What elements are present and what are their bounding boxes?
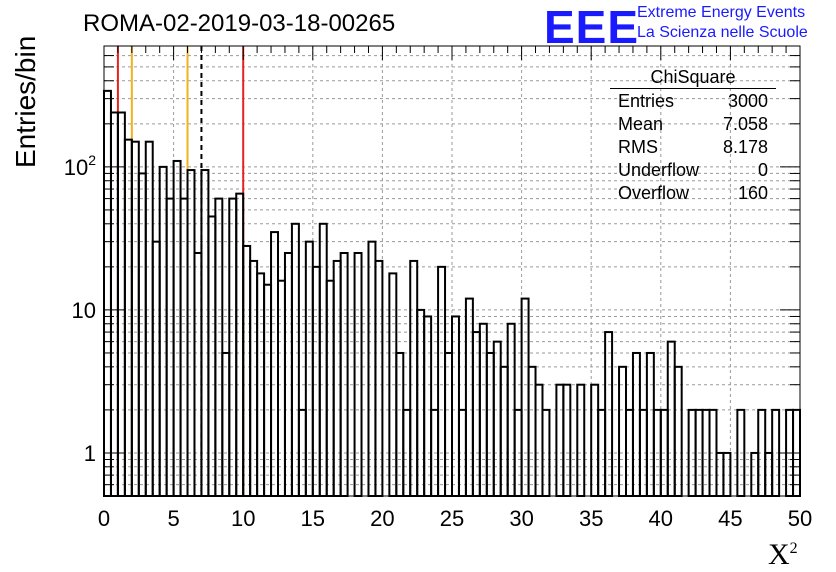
histogram-bar <box>604 331 614 497</box>
x-tick-label: 20 <box>370 506 394 531</box>
x-tick-label: 45 <box>718 506 742 531</box>
histogram-bar <box>304 240 314 497</box>
histogram-bar <box>172 159 182 497</box>
x-tick-label: 0 <box>98 506 110 531</box>
histogram-bar <box>249 259 259 497</box>
stats-row-underflow: Underflow 0 <box>610 159 776 182</box>
stats-row-mean: Mean 7.058 <box>610 113 776 136</box>
histogram-bar <box>242 244 252 497</box>
histogram-bar <box>492 340 502 497</box>
histogram-bar <box>471 331 481 497</box>
histogram-bar <box>165 197 175 497</box>
histogram-bar <box>325 279 335 498</box>
histogram-bar <box>423 315 433 497</box>
x-tick-label: 15 <box>301 506 325 531</box>
histogram-bar <box>109 111 119 497</box>
stats-row-entries: Entries 3000 <box>610 90 776 113</box>
stats-title: ChiSquare <box>610 66 776 89</box>
axes: 0 5 10 15 20 25 30 35 40 45 50 1 10 102 <box>64 45 812 531</box>
stat-label: Mean <box>618 114 664 134</box>
x-axis-label-sup: 2 <box>789 540 798 557</box>
histogram-bar <box>367 240 377 497</box>
histogram-bar <box>151 240 161 497</box>
histogram-bar <box>444 351 454 497</box>
histogram-bar <box>116 111 126 497</box>
logo-line-1: Extreme Energy Events <box>637 4 806 21</box>
stat-label: Entries <box>618 91 675 111</box>
histogram-bar <box>618 365 627 497</box>
histogram-bar <box>200 169 210 497</box>
stat-value: 160 <box>737 183 768 203</box>
histogram-bar <box>451 315 460 497</box>
histogram-bar <box>576 383 586 498</box>
x-tick-label: 5 <box>167 506 179 531</box>
x-tick-label: 30 <box>509 506 533 531</box>
histogram-bar <box>228 197 238 497</box>
stat-value: 3000 <box>727 91 768 111</box>
histogram-bar <box>290 222 300 497</box>
stat-value: 0 <box>757 160 768 180</box>
stat-label: Overflow <box>618 183 690 203</box>
y-axis-label: Entries/bin <box>10 35 41 168</box>
histogram-bar <box>270 231 280 497</box>
histogram-bar <box>527 365 537 497</box>
histogram-bar <box>374 259 384 497</box>
histogram-bar <box>395 351 405 497</box>
histogram-bar <box>499 365 509 497</box>
eee-logo: EEE <box>544 1 640 53</box>
histogram-bar <box>416 308 426 497</box>
histogram-bar <box>666 340 676 497</box>
histogram-bar <box>555 383 565 498</box>
histogram-bar <box>103 89 112 497</box>
stat-label: Underflow <box>618 160 700 180</box>
histogram-bar <box>158 165 168 498</box>
histogram-bar <box>311 265 321 498</box>
histogram-bar <box>235 192 245 498</box>
x-axis-label-base: X <box>768 538 790 571</box>
histogram-bar <box>562 383 572 498</box>
stats-box: ChiSquare Entries 3000 Mean 7.058 RMS 8.178… <box>610 66 776 205</box>
histogram-bar <box>409 259 419 497</box>
x-tick-label: 40 <box>649 506 673 531</box>
histogram-bar <box>277 279 286 498</box>
x-tick-label: 35 <box>579 506 603 531</box>
histogram-bar <box>437 265 447 498</box>
stats-row-overflow: Overflow 160 <box>610 182 776 205</box>
histogram-bar <box>673 365 683 497</box>
histogram-bar <box>631 351 641 497</box>
histogram-bar <box>534 383 544 498</box>
histogram-bar <box>130 140 140 497</box>
y-tick-label: 1 <box>84 441 96 466</box>
x-tick-label: 25 <box>440 506 464 531</box>
histogram-bar <box>332 259 342 497</box>
histogram-bar <box>221 351 231 497</box>
y-tick-label: 10 <box>72 298 96 323</box>
histogram-bar <box>144 140 154 497</box>
histogram-bar <box>207 215 217 497</box>
histogram-bar <box>645 351 655 497</box>
histogram-bar <box>123 138 133 497</box>
histogram-bar <box>318 222 328 497</box>
histogram-bar <box>179 197 189 497</box>
stats-row-rms: RMS 8.178 <box>610 136 776 159</box>
x-axis-label: X2 <box>768 538 798 572</box>
histogram-bar <box>214 197 224 497</box>
histogram-bar <box>590 383 600 498</box>
y-tick-label: 102 <box>64 152 96 180</box>
x-tick-label: 10 <box>231 506 255 531</box>
x-tick-label: 50 <box>788 506 812 531</box>
stat-label: RMS <box>618 137 658 157</box>
histogram-bar <box>137 172 147 498</box>
logo-line-2: La Scienza nelle Scuole <box>637 24 808 41</box>
histogram-bar <box>485 351 495 497</box>
run-title: ROMA-02-2019-03-18-00265 <box>83 10 396 37</box>
stat-value: 7.058 <box>722 114 768 134</box>
histogram-bar <box>186 169 196 497</box>
stat-value: 8.178 <box>722 137 768 157</box>
